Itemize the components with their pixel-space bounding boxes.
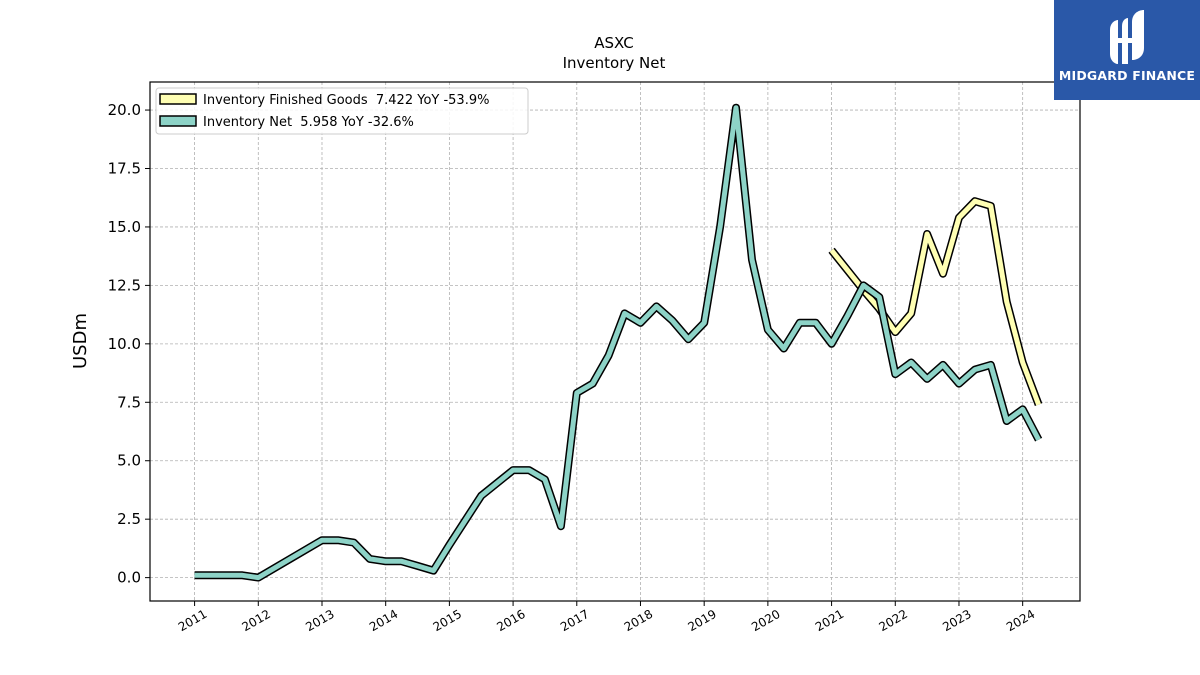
brand-logo: MIDGARD FINANCE xyxy=(1054,0,1200,100)
x-tick-label: 2017 xyxy=(558,607,591,634)
series-layer xyxy=(194,103,1043,582)
y-axis: 0.0 2.5 5.0 7.5 10.0 12.5 15.0 17.5 20.0 xyxy=(108,101,150,587)
chart-subtitle: Inventory Net xyxy=(563,54,666,72)
x-tick-label: 2016 xyxy=(494,607,527,634)
legend-swatch-finished-goods xyxy=(159,93,197,105)
x-tick-label: 2014 xyxy=(367,607,400,634)
y-tick-label: 7.5 xyxy=(117,393,141,411)
x-tick-label: 2020 xyxy=(749,607,782,634)
legend-box xyxy=(155,87,529,135)
y-tick-label: 20.0 xyxy=(108,101,141,119)
y-tick-label: 5.0 xyxy=(117,452,141,470)
x-tick-label: 2024 xyxy=(1004,607,1037,634)
plot-frame xyxy=(149,81,1081,602)
brand-name: MIDGARD FINANCE xyxy=(1058,68,1196,83)
legend: Inventory Finished Goods 7.422 YoY -53.9… xyxy=(155,87,529,135)
legend-swatch-inventory-net xyxy=(159,115,197,127)
brand-mark-icon xyxy=(1110,10,1144,64)
grid-lines xyxy=(150,82,1080,601)
y-tick-label: 10.0 xyxy=(108,335,141,353)
x-tick-label: 2015 xyxy=(431,607,464,634)
legend-label-finished-goods: Inventory Finished Goods 7.422 YoY -53.9… xyxy=(203,93,489,108)
y-axis-label: USDm xyxy=(70,313,91,369)
x-tick-label: 2022 xyxy=(877,607,910,634)
chart-title: ASXC xyxy=(594,34,633,52)
x-tick-label: 2011 xyxy=(176,607,209,634)
x-tick-label: 2012 xyxy=(240,607,273,634)
series-outline-inventory-net xyxy=(194,103,1043,582)
x-tick-label: 2021 xyxy=(813,607,846,634)
series-line-inventory-net xyxy=(194,105,1041,581)
y-tick-label: 0.0 xyxy=(117,569,141,587)
y-tick-label: 15.0 xyxy=(108,218,141,236)
y-tick-label: 2.5 xyxy=(117,510,141,528)
legend-label-inventory-net: Inventory Net 5.958 YoY -32.6% xyxy=(203,115,414,130)
x-axis: 2011 2012 2013 2014 2015 2016 2017 2018 2019 2020… xyxy=(176,601,1037,634)
x-tick-label: 2018 xyxy=(622,607,655,634)
x-tick-label: 2023 xyxy=(940,607,973,634)
y-tick-label: 12.5 xyxy=(108,276,141,294)
x-tick-label: 2019 xyxy=(685,607,718,634)
x-tick-label: 2013 xyxy=(303,607,336,634)
y-tick-label: 17.5 xyxy=(108,160,141,178)
